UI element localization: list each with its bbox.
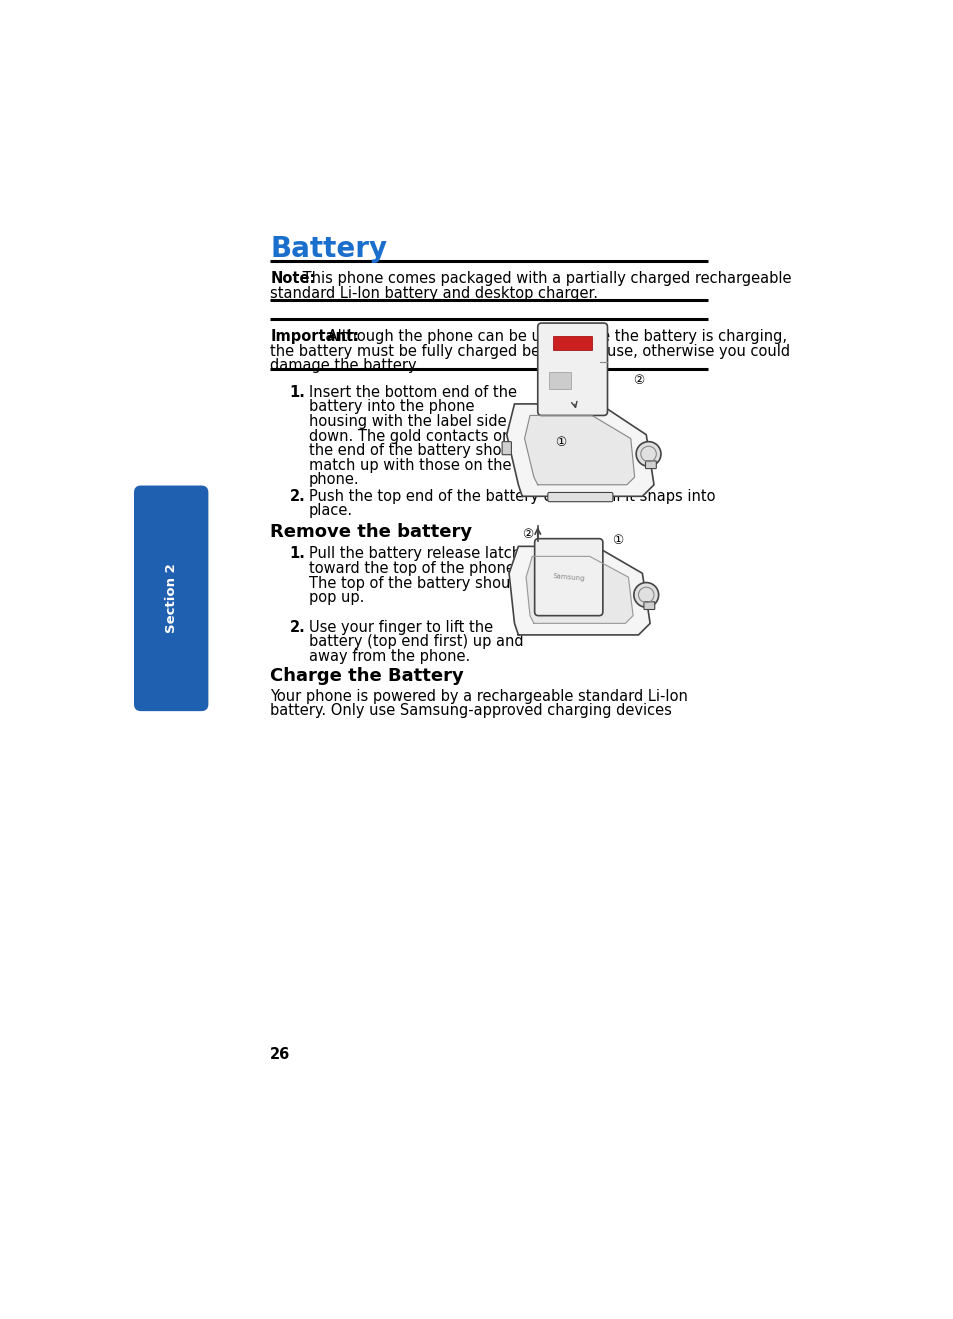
- Text: 26: 26: [270, 1047, 291, 1062]
- Polygon shape: [509, 546, 649, 634]
- Text: place.: place.: [309, 504, 353, 518]
- Text: Your phone is powered by a rechargeable standard Li-Ion: Your phone is powered by a rechargeable …: [270, 689, 687, 704]
- Text: pop up.: pop up.: [309, 590, 364, 605]
- Text: battery (top end first) up and: battery (top end first) up and: [309, 634, 523, 649]
- Polygon shape: [524, 415, 634, 485]
- Text: 1.: 1.: [290, 385, 305, 400]
- FancyBboxPatch shape: [547, 492, 612, 501]
- Text: Push the top end of the battery down until it snaps into: Push the top end of the battery down unt…: [309, 488, 715, 504]
- Text: This phone comes packaged with a partially charged rechargeable: This phone comes packaged with a partial…: [298, 272, 791, 286]
- Circle shape: [633, 583, 658, 607]
- Circle shape: [636, 442, 660, 467]
- Text: the end of the battery should: the end of the battery should: [309, 443, 524, 458]
- Text: standard Li-Ion battery and desktop charger.: standard Li-Ion battery and desktop char…: [270, 286, 598, 301]
- Text: The top of the battery should: The top of the battery should: [309, 575, 523, 591]
- Text: match up with those on the: match up with those on the: [309, 458, 511, 472]
- Text: Charge the Battery: Charge the Battery: [270, 667, 464, 686]
- Text: phone.: phone.: [309, 472, 359, 488]
- Text: 2.: 2.: [290, 488, 305, 504]
- Text: battery. Only use Samsung-approved charging devices: battery. Only use Samsung-approved charg…: [270, 703, 672, 719]
- FancyBboxPatch shape: [501, 442, 511, 455]
- Text: damage the battery.: damage the battery.: [270, 359, 419, 373]
- Text: Important:: Important:: [270, 330, 359, 344]
- Text: housing with the label side: housing with the label side: [309, 414, 506, 429]
- Text: 2.: 2.: [290, 620, 305, 634]
- Text: Samsung: Samsung: [552, 572, 584, 582]
- FancyBboxPatch shape: [643, 601, 654, 609]
- FancyBboxPatch shape: [133, 485, 208, 711]
- Polygon shape: [525, 557, 633, 624]
- Text: Pull the battery release latch: Pull the battery release latch: [309, 546, 520, 562]
- Text: Battery: Battery: [270, 235, 387, 262]
- Text: ②: ②: [632, 375, 643, 388]
- Bar: [553, 336, 592, 350]
- Text: ②: ②: [521, 529, 533, 541]
- Text: Although the phone can be used while the battery is charging,: Although the phone can be used while the…: [323, 330, 786, 344]
- Bar: [549, 372, 571, 389]
- FancyBboxPatch shape: [645, 460, 656, 468]
- Text: Note:: Note:: [270, 272, 315, 286]
- Text: Remove the battery: Remove the battery: [270, 524, 472, 541]
- Text: ①: ①: [611, 534, 622, 547]
- Text: down. The gold contacts on: down. The gold contacts on: [309, 429, 511, 443]
- Text: toward the top of the phone.: toward the top of the phone.: [309, 561, 519, 576]
- Text: Section 2: Section 2: [165, 563, 177, 633]
- Text: 1.: 1.: [290, 546, 305, 562]
- FancyBboxPatch shape: [534, 538, 602, 616]
- FancyBboxPatch shape: [537, 323, 607, 415]
- Polygon shape: [506, 404, 654, 496]
- Text: Insert the bottom end of the: Insert the bottom end of the: [309, 385, 517, 400]
- Text: ①: ①: [555, 435, 566, 448]
- Text: the battery must be fully charged before first use, otherwise you could: the battery must be fully charged before…: [270, 344, 790, 359]
- Text: battery into the phone: battery into the phone: [309, 400, 475, 414]
- Text: away from the phone.: away from the phone.: [309, 649, 470, 663]
- Text: Use your finger to lift the: Use your finger to lift the: [309, 620, 493, 634]
